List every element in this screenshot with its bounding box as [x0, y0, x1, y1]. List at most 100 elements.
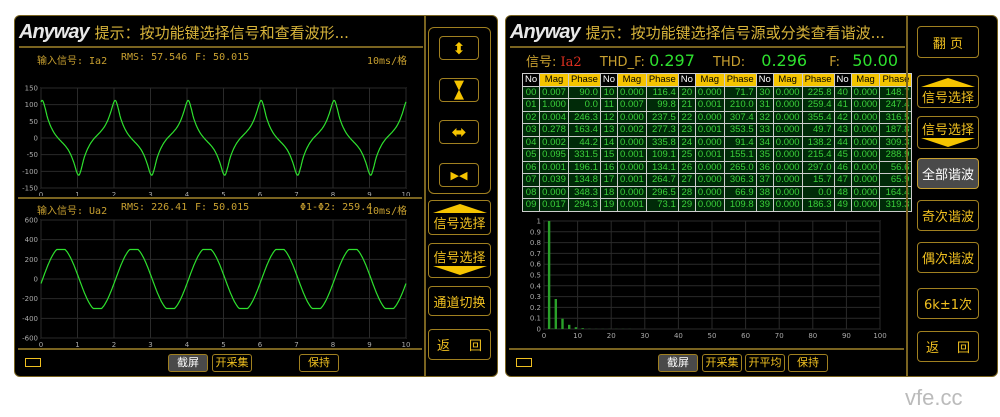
harmonic-mag: 0.002: [539, 135, 569, 149]
summary-row: 信号: Ia2 THD_F: 0.297 THD: 0.296 F: 50.00: [526, 51, 898, 70]
harmonic-phase: 138.2: [801, 135, 835, 149]
y-tick-label: 0.2: [530, 304, 541, 312]
6k-plus-minus-1-button[interactable]: 6k±1次: [917, 288, 979, 319]
harmonic-no: 24: [677, 135, 696, 149]
harmonic-mag: 0.001: [617, 173, 647, 187]
harmonic-no: 19: [599, 198, 619, 212]
harmonic-no: 38: [755, 185, 774, 199]
acquire-button[interactable]: 开采集: [212, 354, 252, 372]
compress-horizontal-button[interactable]: ▶◀: [439, 163, 479, 187]
signal-select-down-button[interactable]: 信号选择: [917, 116, 979, 149]
harmonic-mag: 0.000: [772, 160, 803, 174]
y-tick-label: 150: [25, 85, 38, 93]
harmonic-mag: 0.000: [772, 173, 803, 187]
signal-down-label: 信号选择: [433, 250, 486, 266]
x-tick-label: 1: [75, 191, 79, 196]
y-tick-label: 200: [25, 256, 38, 264]
harmonic-no: 43: [833, 123, 852, 137]
hold-button[interactable]: 保持: [299, 354, 339, 372]
harmonic-no: 13: [599, 123, 619, 137]
harmonic-bar-09: [574, 327, 578, 329]
harmonic-no: 08: [521, 185, 541, 199]
harmonic-mag: 0.000: [694, 160, 725, 174]
voltage-waveform-chart: 0 1 2 3 4 5 6 7 8 9 10 600 400 200 0 -200 -400 -600: [22, 217, 411, 349]
harmonic-mag: 0.000: [694, 85, 725, 99]
table-row: 03 0.278 163.4 13 0.002 277.3 23 0.001 353.5 33 0.…: [521, 123, 913, 137]
back-label-a: 返: [926, 341, 940, 356]
expand-horizontal-button[interactable]: ⬌: [439, 120, 479, 144]
harmonic-no: 15: [599, 148, 619, 162]
x-tick-label: 8: [331, 191, 335, 196]
ch1-freq: F: 50.015: [195, 52, 250, 63]
harmonic-no: 37: [755, 173, 774, 187]
x-tick-label: 40: [674, 332, 683, 340]
signal-select-down-button[interactable]: 信号选择: [428, 243, 491, 278]
harmonic-phase: 353.5: [723, 123, 757, 137]
harmonic-spectrum-chart: 0 10 20 30 40 50 60 70 80 90 100 1 0.9 0.8 0.7 0.6 0.5 0.…: [530, 218, 887, 341]
x-tick-label: 6: [258, 341, 263, 348]
harmonic-phase: 66.9: [723, 185, 757, 199]
y-tick-label: 50: [29, 118, 38, 126]
y-tick-label: -50: [27, 151, 38, 159]
harmonic-mag: 0.000: [617, 110, 647, 124]
y-tick-label: 0.3: [530, 293, 541, 301]
back-button[interactable]: 返回: [428, 329, 491, 360]
hold-button[interactable]: 保持: [788, 354, 828, 372]
harmonic-no: 40: [833, 85, 852, 99]
compress-vertical-button[interactable]: ▼ ▲: [439, 78, 479, 102]
harmonic-no: 14: [599, 135, 619, 149]
odd-harmonics-button[interactable]: 奇次谐波: [917, 200, 979, 231]
channel-switch-button[interactable]: 通道切换: [428, 286, 491, 316]
harmonic-mag: 0.000: [772, 198, 803, 212]
harmonic-phase: 134.1: [645, 160, 679, 174]
harmonic-mag: 0.039: [539, 173, 569, 187]
acquire-button[interactable]: 开采集: [702, 354, 742, 372]
signal-select-up-button[interactable]: 信号选择: [428, 200, 491, 235]
harmonic-mag: 0.000: [772, 185, 803, 199]
harmonic-phase: 163.4: [567, 123, 601, 137]
page-button[interactable]: 翻 页: [917, 26, 979, 58]
average-button[interactable]: 开平均: [745, 354, 785, 372]
column-header: Mag: [694, 73, 725, 87]
harmonic-phase: 296.5: [645, 185, 679, 199]
harmonic-phase: 246.3: [567, 110, 601, 124]
x-tick-label: 10: [573, 332, 582, 340]
harmonic-mag: 0.000: [539, 185, 569, 199]
back-label-a: 返: [437, 339, 451, 354]
harmonic-phase: 297.0: [801, 160, 835, 174]
harmonic-mag: 0.000: [694, 185, 725, 199]
back-button[interactable]: 返回: [917, 331, 979, 362]
harmonic-mag: 0.000: [772, 148, 803, 162]
harmonic-no: 39: [755, 198, 774, 212]
harmonic-phase: 91.4: [723, 135, 757, 149]
harmonic-no: 34: [755, 135, 774, 149]
screenshot-button[interactable]: 截屏: [658, 354, 698, 372]
y-tick-label: 400: [25, 236, 38, 244]
harmonic-no: 29: [677, 198, 696, 212]
harmonic-no: 46: [833, 160, 852, 174]
harmonic-phase: 56.6: [879, 160, 913, 174]
harmonic-phase: 335.8: [645, 135, 679, 149]
y-tick-label: 0.9: [530, 228, 541, 236]
even-harmonics-button[interactable]: 偶次谐波: [917, 242, 979, 273]
harmonic-phase: 90.0: [567, 85, 601, 99]
x-tick-label: 100: [873, 332, 886, 340]
column-header: No: [521, 73, 541, 87]
signal-select-up-button[interactable]: 信号选择: [917, 75, 979, 108]
expand-vertical-button[interactable]: ⬍: [439, 36, 479, 60]
back-label-b: 回: [468, 339, 482, 354]
arrow-up-icon: [921, 77, 975, 87]
arrow-down-icon: [921, 137, 975, 147]
screenshot-button[interactable]: 截屏: [168, 354, 208, 372]
all-harmonics-button[interactable]: 全部谐波: [917, 158, 979, 189]
harmonic-no: 03: [521, 123, 541, 137]
harmonic-mag: 0.000: [772, 110, 803, 124]
table-row: 02 0.004 246.3 12 0.000 237.5 22 0.000 307.4 32 0.…: [521, 110, 913, 124]
x-tick-label: 60: [741, 332, 750, 340]
column-header: Phase: [567, 73, 601, 87]
x-tick-label: 7: [294, 191, 298, 196]
freq-value: 50.00: [852, 51, 899, 70]
column-header: No: [755, 73, 774, 87]
current-waveform-chart: 0 1 2 3 4 5 6 7 8 9 10 150 100 50 0 -50 -100 -150: [22, 85, 410, 197]
x-tick-label: 10: [402, 341, 411, 348]
